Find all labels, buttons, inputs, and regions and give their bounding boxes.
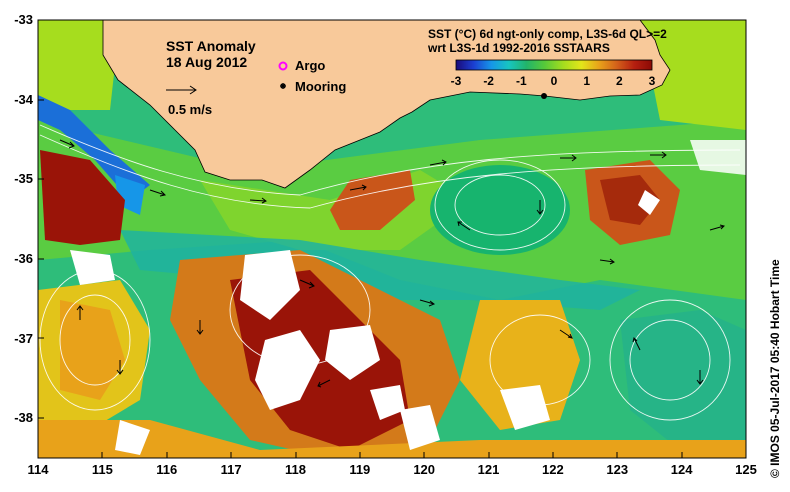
y-tick-label: -35 — [14, 171, 33, 187]
colorbar-tick-label: 2 — [615, 74, 623, 88]
argo-label: Argo — [295, 58, 326, 73]
mooring-marker — [541, 93, 547, 99]
x-tick-label: 114 — [27, 462, 49, 477]
mooring-label: Mooring — [295, 79, 347, 94]
colorbar — [455, 59, 653, 71]
argo-icon — [278, 61, 288, 71]
colorbar-tick-label: -2 — [483, 74, 494, 88]
x-tick-label: 122 — [542, 462, 564, 477]
x-tick-label: 120 — [413, 462, 436, 477]
x-tick-label: 125 — [735, 462, 757, 477]
velocity-arrows — [59, 139, 725, 388]
x-tick-label: 115 — [91, 462, 113, 477]
colorbar-tick-label: -1 — [515, 74, 527, 88]
x-tick-label: 124 — [670, 462, 693, 477]
product-line-1: SST (°C) 6d ngt-only comp, L3S-6d QL>=2 — [428, 27, 667, 41]
map-date: 18 Aug 2012 — [166, 54, 248, 70]
scale-arrow — [166, 85, 197, 95]
colorbar-tick-label: 3 — [648, 74, 656, 88]
mooring-icon — [280, 83, 286, 89]
colorbar-tick-label: -3 — [450, 74, 462, 88]
x-tick-label: 119 — [349, 462, 371, 477]
y-tick-label: -36 — [14, 250, 33, 266]
map-title: SST Anomaly — [166, 38, 256, 54]
scale-label: 0.5 m/s — [168, 102, 213, 117]
x-tick-label: 116 — [156, 462, 178, 477]
y-tick-label: -38 — [14, 410, 33, 426]
plot-frame — [37, 19, 747, 459]
y-tick-label: -33 — [14, 12, 33, 27]
colorbar-tick-label: 1 — [583, 74, 590, 88]
colorbar-tick-label: 0 — [550, 74, 558, 88]
y-tick-label: -34 — [14, 91, 33, 107]
sst-field — [38, 20, 746, 458]
axis-ticks — [37, 19, 747, 458]
product-line-2: wrt L3S-1d 1992-2016 SSTAARS — [428, 41, 610, 55]
y-tick-label: -37 — [14, 330, 33, 346]
x-tick-label: 123 — [606, 462, 629, 477]
x-tick-label: 117 — [220, 462, 242, 477]
x-tick-label: 118 — [284, 462, 306, 477]
x-tick-label: 121 — [477, 462, 500, 477]
credit-text: © IMOS 05-Jul-2017 05:40 Hobart Time — [768, 259, 782, 478]
